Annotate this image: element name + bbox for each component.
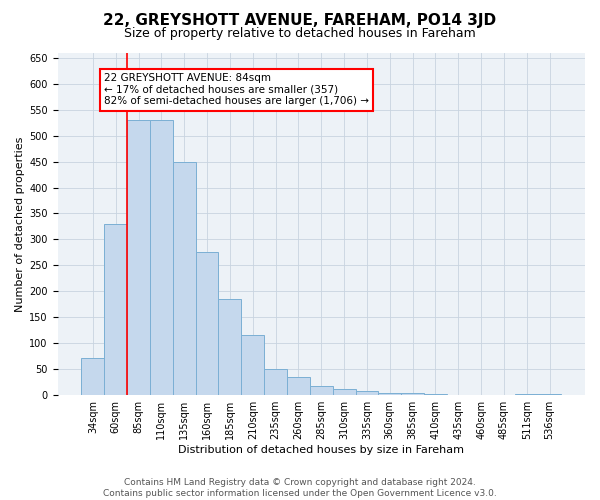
Bar [173, 162, 196, 395]
Bar [310, 386, 332, 395]
Bar [424, 394, 447, 395]
Bar [379, 392, 401, 395]
Bar [82, 358, 104, 395]
Bar [332, 389, 356, 395]
Bar [264, 369, 287, 395]
Bar [127, 120, 150, 395]
Text: Size of property relative to detached houses in Fareham: Size of property relative to detached ho… [124, 28, 476, 40]
Bar [287, 377, 310, 395]
Bar [196, 252, 218, 395]
Bar [447, 394, 470, 395]
Text: 22 GREYSHOTT AVENUE: 84sqm
← 17% of detached houses are smaller (357)
82% of sem: 22 GREYSHOTT AVENUE: 84sqm ← 17% of deta… [104, 74, 370, 106]
Bar [515, 394, 538, 395]
Text: 22, GREYSHOTT AVENUE, FAREHAM, PO14 3JD: 22, GREYSHOTT AVENUE, FAREHAM, PO14 3JD [103, 12, 497, 28]
Bar [356, 391, 379, 395]
Bar [218, 299, 241, 395]
Bar [104, 224, 127, 395]
Bar [241, 336, 264, 395]
Text: Contains HM Land Registry data © Crown copyright and database right 2024.
Contai: Contains HM Land Registry data © Crown c… [103, 478, 497, 498]
Bar [401, 393, 424, 395]
Bar [150, 120, 173, 395]
Bar [470, 394, 493, 395]
Bar [538, 394, 561, 395]
X-axis label: Distribution of detached houses by size in Fareham: Distribution of detached houses by size … [178, 445, 464, 455]
Y-axis label: Number of detached properties: Number of detached properties [15, 136, 25, 312]
